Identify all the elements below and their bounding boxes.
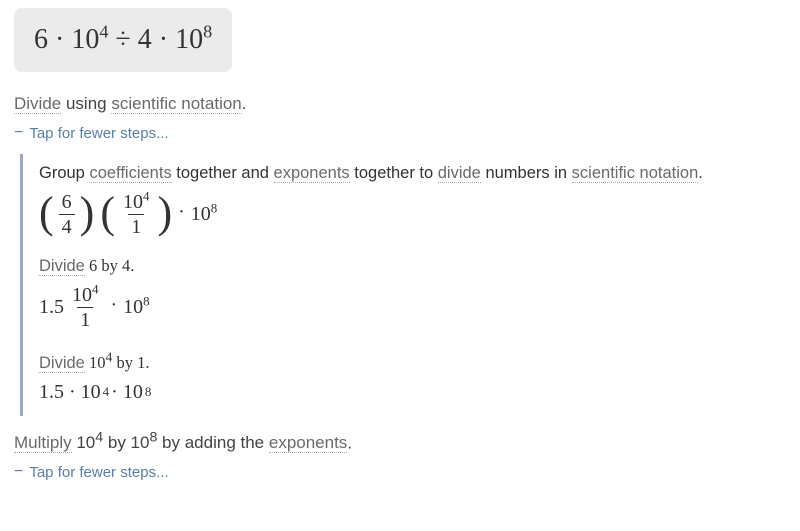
term-multiply[interactable]: Multiply [14,433,72,453]
term-coefficients[interactable]: coefficients [89,164,171,183]
step-group-coefficients: Group coefficients together and exponent… [39,164,786,238]
text: together and [172,164,274,182]
text: . [242,94,247,113]
term-scientific-notation[interactable]: scientific notation [111,94,241,114]
paren-left: ( [100,195,115,230]
step-divide-10e4-1: Divide 104 by 1. 1.5 · 104 · 108 [39,349,786,404]
text: 104 by 108 by adding the [72,433,269,452]
numerator: 104 [120,191,153,214]
denominator: 1 [77,307,93,331]
term-divide[interactable]: divide [438,164,481,183]
term-exponents[interactable]: exponents [269,433,347,453]
toggle-steps-label: Tap for fewer steps... [29,125,168,142]
dot-operator: · [107,294,122,317]
step-text: Group coefficients together and exponent… [39,164,786,183]
step-divide-6-4: Divide 6 by 4. 1.5 104 1 · 108 [39,256,786,331]
text: Group [39,164,89,182]
problem-expression: 6 · 104 ÷ 4 · 108 [14,8,232,72]
term-exponents[interactable]: exponents [274,164,350,183]
numerator: 104 [69,284,102,307]
paren-right: ) [157,195,172,230]
text: . [347,433,352,452]
minus-icon: − [14,124,23,142]
math-expression-2: 1.5 104 1 · 108 [39,284,786,331]
fraction-6-4: 6 4 [59,191,75,238]
text: . [698,164,703,182]
term-scientific-notation[interactable]: scientific notation [572,164,699,183]
text: 6 by 4. [85,256,135,275]
fraction-10e4-1: 104 1 [120,191,153,238]
term-divide[interactable]: Divide [39,354,85,373]
step-block-1: Group coefficients together and exponent… [20,154,786,416]
dot-operator: · [174,201,189,224]
denominator: 1 [128,214,144,238]
term-10e8: 108 [123,296,150,319]
term-divide[interactable]: Divide [14,94,61,114]
text: together to [350,164,438,182]
paren-left: ( [39,195,54,230]
instruction-multiply-exponents: Multiply 104 by 108 by adding the expone… [14,430,786,454]
step-text: Divide 104 by 1. [39,349,786,373]
text: 104 by 1. [85,353,150,372]
step-text: Divide 6 by 4. [39,256,786,276]
math-expression-1: ( 6 4 ) ( 104 1 ) · 108 [39,191,786,238]
toggle-steps-2[interactable]: − Tap for fewer steps... [14,463,169,481]
text: using [61,94,111,113]
term-divide[interactable]: Divide [39,257,85,276]
toggle-steps-label: Tap for fewer steps... [29,464,168,481]
denominator: 4 [59,214,75,238]
paren-right: ) [80,195,95,230]
fraction-10e4-1: 104 1 [69,284,102,331]
term-10e8: 108 [191,203,218,226]
instruction-divide-scientific: Divide using scientific notation. [14,94,786,114]
text: numbers in [481,164,572,182]
toggle-steps-1[interactable]: − Tap for fewer steps... [14,124,169,142]
value-1p5: 1.5 [39,296,64,319]
numerator: 6 [59,191,75,214]
minus-icon: − [14,463,23,481]
math-expression-3: 1.5 · 104 · 108 [39,381,786,404]
